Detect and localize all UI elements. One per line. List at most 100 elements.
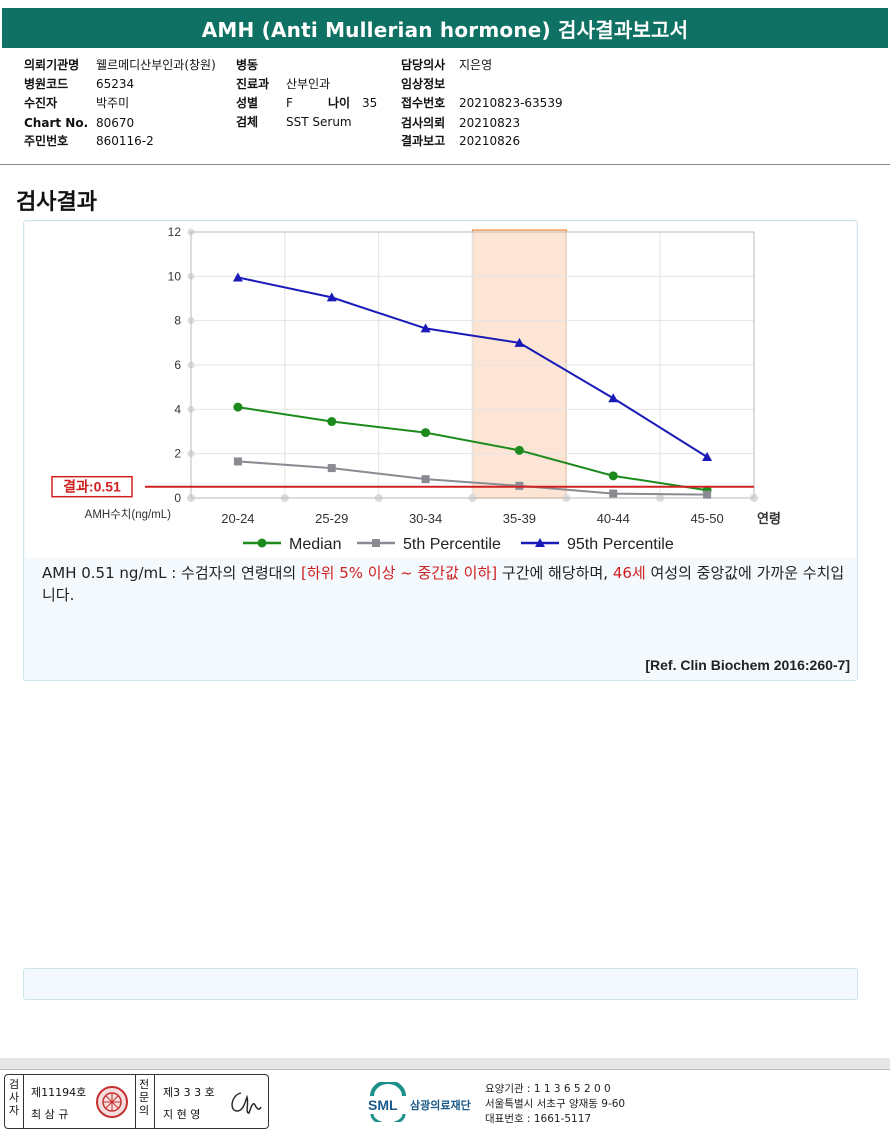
sex-label: 성별 <box>236 96 259 110</box>
section-title: 검사결과 <box>16 190 97 215</box>
data-point <box>608 471 618 481</box>
y-tick-label: 0 <box>174 491 181 505</box>
data-point <box>703 490 712 499</box>
legend-label: 5th Percentile <box>403 536 501 553</box>
report-title: AMH (Anti Mullerian hormone) 검사결과보고서 <box>2 8 888 48</box>
inspector-vert-label: 검사자 <box>8 1078 20 1117</box>
chart-value: 80670 <box>96 116 135 130</box>
doctor-label: 담당의사 <box>401 58 446 72</box>
data-point <box>233 457 242 466</box>
inspector-number: 제11194호 <box>31 1086 87 1099</box>
org-name: 삼광의료재단 <box>410 1099 471 1112</box>
sex-value: F <box>286 96 293 110</box>
receipt-label: 접수번호 <box>401 96 446 110</box>
data-point <box>702 451 713 461</box>
chart-area: 0 2 4 6 8 10 12 20-24 25-29 30-34 35-39 40-44 45-50 연… <box>25 222 856 558</box>
code-label: 병원코드 <box>24 77 69 91</box>
sml-logo-icon: SML <box>368 1082 406 1122</box>
code-value: 65234 <box>96 77 135 91</box>
expert-vert-label: 전문의 <box>138 1078 150 1117</box>
request-label: 검사의뢰 <box>401 116 446 130</box>
age-value: 35 <box>362 96 378 110</box>
org-location: 서울특별시 서초구 양재동 9-60 <box>485 1098 626 1110</box>
result-description: AMH 0.51 ng/mL : 수검자의 연령대의 [하위 5% 이상 ~ 중… <box>42 562 848 606</box>
desc-part1: AMH 0.51 ng/mL : 수검자의 연령대의 <box>42 564 301 582</box>
id-label: 주민번호 <box>24 134 69 148</box>
legend-label: Median <box>289 536 341 553</box>
seal-icon <box>96 1086 128 1118</box>
legend-label: 95th Percentile <box>567 536 674 553</box>
legend-swatch-marker <box>372 539 380 547</box>
data-point <box>609 489 618 498</box>
data-point <box>608 393 619 403</box>
highlight-band <box>471 229 567 499</box>
signature-box: 검사자 제11194호 최 삼 규 전문의 제3 3 3 호 지 현 영 <box>4 1074 269 1129</box>
doctor-value: 지은영 <box>459 58 493 72</box>
data-point <box>327 464 336 473</box>
desc-age: 46세 <box>612 564 646 582</box>
y-tick-label: 12 <box>168 225 182 239</box>
institution-label: 의뢰기관명 <box>24 58 80 72</box>
result-label-box <box>51 475 133 498</box>
patient-value: 박주미 <box>96 96 130 110</box>
specimen-value: SST Serum <box>286 115 352 129</box>
patient-info: 의뢰기관명 웰르메디산부인과(창원) 병원코드 65234 수진자 박주미 Chart… <box>0 54 890 166</box>
sign-divider <box>154 1075 155 1128</box>
org-code: 요양기관 : 1 1 3 6 5 2 0 0 <box>485 1083 611 1095</box>
institution-value: 웰르메디산부인과(창원) <box>96 58 216 72</box>
expert-number: 제3 3 3 호 <box>163 1086 215 1099</box>
series-line-1 <box>237 460 708 496</box>
y-tick-label: 4 <box>174 402 181 416</box>
series-line-2 <box>237 276 708 458</box>
legend-swatch-marker <box>257 538 267 548</box>
data-point <box>420 323 431 333</box>
org-phone: 대표번호 : 1661-5117 <box>485 1113 592 1125</box>
x-tick-label: 40-44 <box>597 511 630 526</box>
data-point <box>233 402 243 412</box>
data-point <box>327 417 337 427</box>
data-point <box>326 292 337 302</box>
data-point <box>421 475 430 484</box>
ward-label: 병동 <box>236 58 259 72</box>
x-tick-label: 45-50 <box>690 511 723 526</box>
y-tick-label: 2 <box>174 447 181 461</box>
id-value: 860116-2 <box>96 134 154 148</box>
comment-box <box>23 968 858 1000</box>
inspector-name: 최 삼 규 <box>31 1108 69 1121</box>
y-tick-label: 10 <box>168 269 182 283</box>
patient-label: 수진자 <box>24 96 58 110</box>
request-value: 20210823 <box>459 116 521 130</box>
info-divider <box>0 164 890 165</box>
desc-range: [하위 5% 이상 ~ 중간값 이하] <box>301 564 498 582</box>
series-line-0 <box>237 406 708 492</box>
org-address: 요양기관 : 1 1 3 6 5 2 0 0 서울특별시 서초구 양재동 9-6… <box>485 1082 625 1127</box>
reference: [Ref. Clin Biochem 2016:260-7] <box>645 657 850 673</box>
data-point <box>232 272 243 282</box>
expert-name: 지 현 영 <box>163 1108 201 1121</box>
footer-band <box>0 1058 890 1070</box>
signature-icon <box>231 1092 262 1114</box>
x-tick-label: 25-29 <box>315 511 348 526</box>
y-tick-label: 6 <box>174 358 181 372</box>
age-label: 나이 <box>328 96 351 110</box>
data-point <box>514 445 524 455</box>
report-date-value: 20210826 <box>459 134 521 148</box>
desc-part3: 여성의 중앙값에 가까운 수치입니다. <box>42 564 845 604</box>
y-axis-label: AMH수치(ng/mL) <box>85 508 172 521</box>
x-axis-label: 연령 <box>757 511 781 526</box>
data-point <box>421 428 431 438</box>
result-label: 결과:0.51 <box>63 479 121 495</box>
sml-logo-text: SML <box>368 1097 398 1113</box>
amh-chart: 0 2 4 6 8 10 12 20-24 25-29 30-34 35-39 40-44 45-50 연… <box>51 225 781 553</box>
result-panel: 0 2 4 6 8 10 12 20-24 25-29 30-34 35-39 40-44 45-50 연… <box>23 220 858 681</box>
sign-divider <box>135 1075 136 1128</box>
x-tick-label: 30-34 <box>409 511 442 526</box>
sign-divider <box>23 1075 24 1128</box>
chart-label: Chart No. <box>24 116 89 130</box>
legend-swatch-marker <box>535 538 545 547</box>
receipt-value: 20210823-63539 <box>459 96 563 110</box>
y-tick-label: 8 <box>174 314 181 328</box>
dept-value: 산부인과 <box>286 77 331 91</box>
data-point <box>514 337 525 347</box>
x-tick-label: 20-24 <box>221 511 254 526</box>
